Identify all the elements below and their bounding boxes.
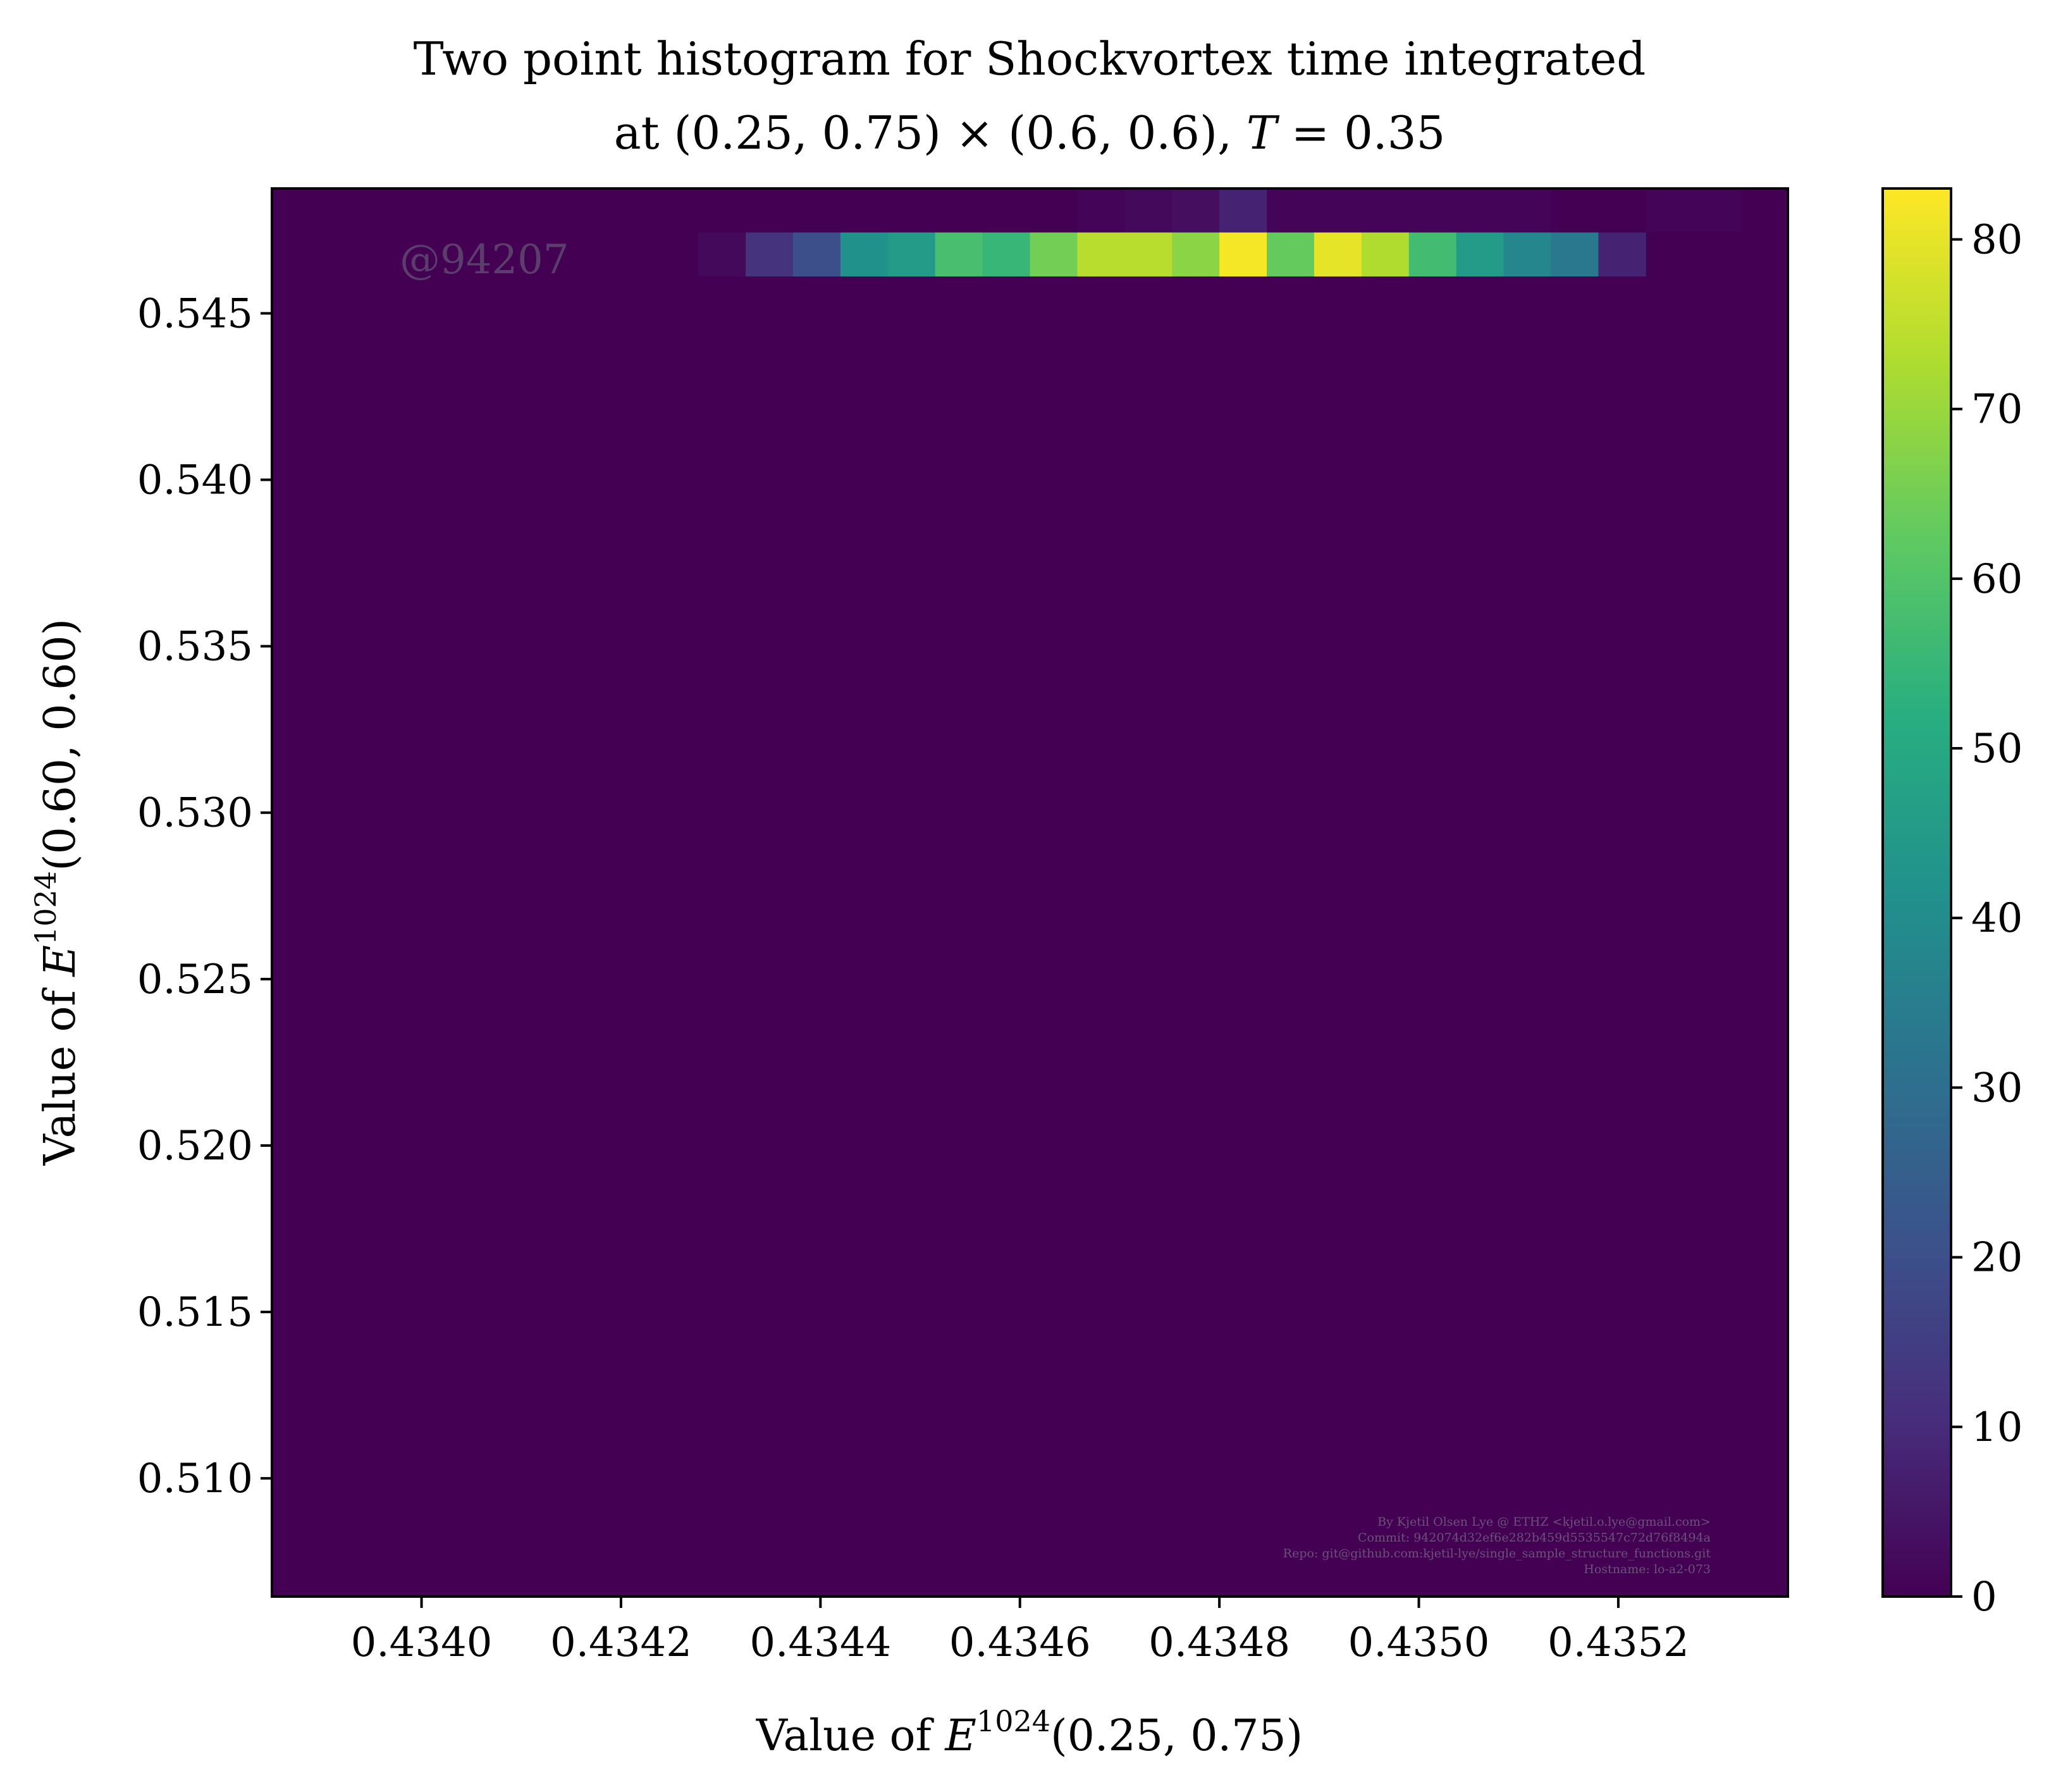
heatmap-cell xyxy=(1408,232,1457,277)
chart-title-line2: at (0.25, 0.75) × (0.6, 0.6), T = 0.35 xyxy=(614,106,1446,159)
axes-frame xyxy=(271,187,1789,1598)
y-tick-label: 0.520 xyxy=(137,1123,253,1170)
heatmap-cell xyxy=(1503,188,1552,233)
colorbar-tick-label: 70 xyxy=(1971,386,2022,433)
chart-title-line1: Two point histogram for Shockvortex time… xyxy=(414,32,1646,85)
heatmap-cell xyxy=(1172,188,1220,233)
y-tick-label: 0.515 xyxy=(137,1289,253,1336)
colorbar-tick-label: 40 xyxy=(1971,895,2022,942)
x-axis-ticks: 0.4340 0.4342 0.4344 0.4346 0.4348 0.4350 0.43… xyxy=(351,1597,1689,1666)
heatmap-cell xyxy=(698,232,746,277)
heatmap-cell xyxy=(840,232,889,277)
credit-line-author: By Kjetil Olsen Lye @ ETHZ <kjetil.o.lye… xyxy=(1377,1515,1711,1529)
y-label-superscript: 1024 xyxy=(28,871,63,945)
heatmap-cell xyxy=(1503,232,1552,277)
heatmap-cell xyxy=(1124,232,1172,277)
colorbar xyxy=(1883,188,1951,1597)
x-tick-label: 0.4352 xyxy=(1548,1619,1689,1666)
title-at: at xyxy=(614,106,660,159)
colorbar-tick-label: 50 xyxy=(1971,726,2022,772)
heatmap-cell xyxy=(982,232,1031,277)
title-time-value: = 0.35 xyxy=(1291,106,1446,159)
heatmap-cell xyxy=(1693,188,1741,233)
colorbar-tick-label: 20 xyxy=(1971,1235,2022,1282)
credits-block: By Kjetil Olsen Lye @ ETHZ <kjetil.o.lye… xyxy=(1283,1515,1711,1576)
x-label-symbol: E xyxy=(944,1711,976,1761)
y-tick-label: 0.525 xyxy=(137,956,253,1003)
plot-area xyxy=(272,188,1788,1597)
heatmap-cell xyxy=(1219,188,1267,233)
heatmap-cell xyxy=(1646,188,1694,233)
heatmap-cell xyxy=(1408,188,1457,233)
y-tick-label: 0.540 xyxy=(137,457,253,504)
heatmap-cell xyxy=(1124,188,1172,233)
heatmap-cell xyxy=(792,232,841,277)
x-tick-label: 0.4344 xyxy=(749,1619,891,1666)
y-axis-label: Value of E1024(0.60, 0.60) xyxy=(28,619,85,1166)
credit-line-hostname: Hostname: lo-a2-073 xyxy=(1584,1562,1711,1576)
colorbar-ticks: 0 10 20 30 40 50 60 70 80 xyxy=(1951,216,2022,1621)
heatmap-cell xyxy=(887,232,936,277)
heatmap-cell xyxy=(746,232,794,277)
colorbar-tick-label: 0 xyxy=(1971,1574,1997,1621)
heatmap-cell xyxy=(1172,232,1220,277)
heatmap-cell xyxy=(1077,232,1125,277)
x-label-prefix: Value of xyxy=(756,1711,935,1761)
y-tick-label: 0.530 xyxy=(137,790,253,837)
x-label-argument: (0.25, 0.75) xyxy=(1050,1711,1303,1761)
heatmap-cell xyxy=(1314,188,1362,233)
colorbar-frame xyxy=(1881,187,1952,1598)
x-tick-label: 0.4350 xyxy=(1348,1619,1490,1666)
y-tick-label: 0.535 xyxy=(137,624,253,670)
heatmap-cell xyxy=(1551,232,1599,277)
credit-line-repo: Repo: git@github.com:kjetil-lye/single_s… xyxy=(1283,1547,1711,1560)
y-tick-label: 0.545 xyxy=(137,290,253,337)
heatmap-cell xyxy=(1361,232,1410,277)
x-tick-label: 0.4346 xyxy=(949,1619,1091,1666)
heatmap-cell xyxy=(1314,232,1362,277)
colorbar-tick-label: 10 xyxy=(1971,1404,2022,1451)
colorbar-tick-label: 30 xyxy=(1971,1065,2022,1111)
heatmap-cell xyxy=(935,232,983,277)
heatmap-cell xyxy=(1267,188,1315,233)
x-label-superscript: 1024 xyxy=(976,1704,1050,1738)
watermark-text: @94207 xyxy=(400,237,569,283)
y-label-prefix: Value of xyxy=(35,987,85,1166)
y-label-argument: (0.60, 0.60) xyxy=(35,619,85,871)
heatmap-cell xyxy=(1267,232,1315,277)
heatmap-cells xyxy=(698,188,1741,277)
credit-line-commit: Commit: 942074d32ef6e282b459d5535547c72d… xyxy=(1358,1531,1711,1545)
heatmap-cell xyxy=(1456,188,1505,233)
x-tick-label: 0.4348 xyxy=(1148,1619,1290,1666)
colorbar-tick-label: 60 xyxy=(1971,556,2022,603)
x-tick-label: 0.4340 xyxy=(351,1619,493,1666)
colorbar-tick-label: 80 xyxy=(1971,216,2022,263)
y-axis-ticks: 0.510 0.515 0.520 0.525 0.530 0.535 0.540 0.545 xyxy=(137,290,272,1502)
x-tick-label: 0.4342 xyxy=(550,1619,692,1666)
y-tick-label: 0.510 xyxy=(137,1455,253,1502)
heatmap-cell xyxy=(1456,232,1505,277)
y-label-symbol: E xyxy=(35,945,85,978)
title-location: (0.25, 0.75) × (0.6, 0.6), xyxy=(674,106,1232,159)
heatmap-cell xyxy=(1219,232,1267,277)
x-axis-label: Value of E1024(0.25, 0.75) xyxy=(756,1704,1303,1761)
heatmap-cell xyxy=(1361,188,1410,233)
title-time-symbol: T xyxy=(1246,106,1280,159)
heatmap-cell xyxy=(1030,232,1078,277)
heatmap-cell xyxy=(1077,188,1125,233)
heatmap-cell xyxy=(1598,232,1646,277)
